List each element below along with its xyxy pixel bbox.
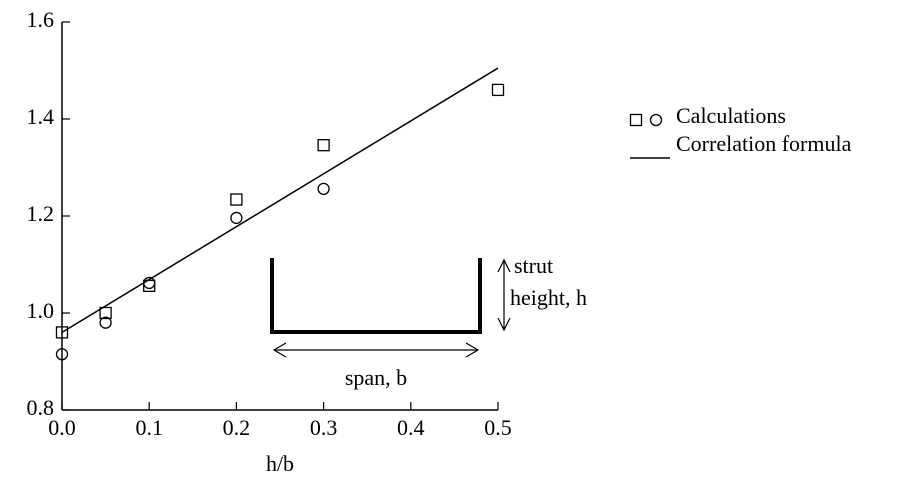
marker-square [99,306,112,320]
marker-square [317,139,330,152]
marker-square [629,113,643,127]
x-tick-label: 0.0 [48,415,76,440]
y-tick-label: 1.2 [27,201,55,226]
strut-shape [270,258,482,334]
annotation: span, b [345,365,407,390]
x-tick-label: 0.3 [310,415,338,440]
marker-circle [230,211,243,225]
x-axis-label: h/b [266,451,294,476]
marker-square [491,83,505,97]
y-tick-label: 0.8 [27,395,55,420]
x-tick-label: 0.1 [135,415,163,440]
marker-circle [99,316,112,329]
annotation: strut [514,253,553,278]
y-tick-label: 1.4 [27,104,55,129]
marker-square [230,193,243,206]
annotation: height, h [510,285,587,310]
marker-circle [317,182,330,195]
inset-diagram: strut height, h span, b [270,253,587,390]
x-tick-label: 0.4 [397,415,425,440]
span-arrowheads [272,342,480,358]
marker-square [55,326,69,339]
height-arrowheads [497,258,511,332]
y-tick-label: 1.6 [27,7,55,32]
legend-label: Correlation formula [676,131,852,156]
correlation-line [61,67,499,334]
marker-circle [649,113,663,127]
y-tick-label: 1.0 [27,298,55,323]
x-tick-label: 0.5 [484,415,512,440]
marker-circle [55,348,69,361]
x-tick-label: 0.2 [223,415,251,440]
legend-label: Calculations [676,103,786,128]
